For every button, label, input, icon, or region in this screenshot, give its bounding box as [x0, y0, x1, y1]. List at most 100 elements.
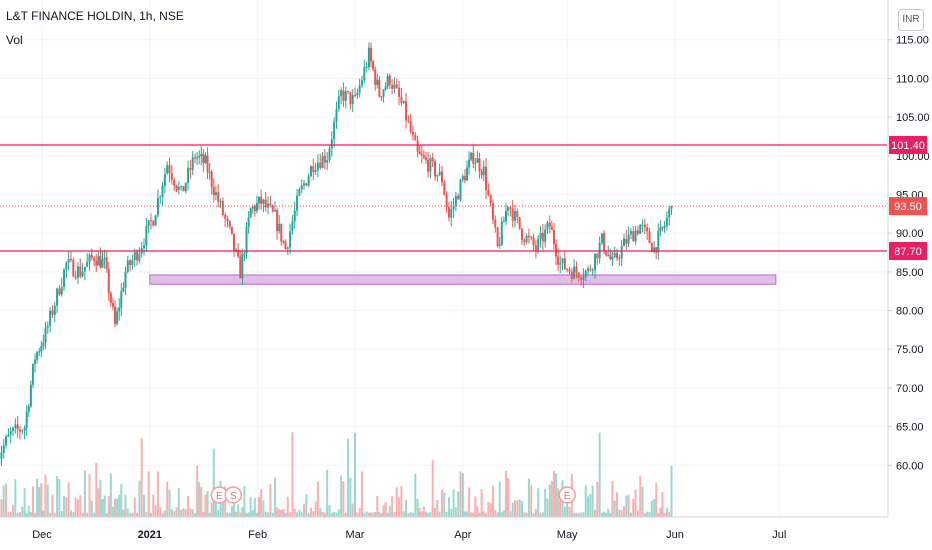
candle-body[interactable] — [409, 121, 412, 133]
candle-body[interactable] — [476, 158, 479, 163]
candle-body[interactable] — [111, 303, 114, 308]
candle-body[interactable] — [552, 229, 555, 245]
candle-body[interactable] — [625, 238, 628, 244]
candle-body[interactable] — [303, 183, 306, 186]
candle-body[interactable] — [391, 84, 394, 89]
candle-body[interactable] — [594, 253, 597, 270]
candle-body[interactable] — [445, 195, 448, 208]
candle-body[interactable] — [46, 325, 49, 328]
candle-body[interactable] — [25, 411, 28, 428]
candles-layer[interactable] — [0, 42, 673, 471]
hline-price-label[interactable]: 87.70 — [894, 246, 922, 258]
candle-body[interactable] — [573, 266, 576, 279]
candle-body[interactable] — [550, 226, 553, 230]
candle-body[interactable] — [282, 241, 285, 243]
candle-body[interactable] — [159, 196, 162, 198]
candle-body[interactable] — [335, 109, 338, 122]
candle-body[interactable] — [305, 183, 308, 186]
candle-body[interactable] — [163, 173, 166, 186]
candle-body[interactable] — [38, 351, 41, 353]
candle-body[interactable] — [356, 92, 359, 96]
candle-body[interactable] — [347, 91, 350, 93]
candle-body[interactable] — [582, 277, 585, 280]
candle-body[interactable] — [161, 185, 164, 197]
candle-body[interactable] — [286, 247, 289, 249]
candle-body[interactable] — [657, 231, 660, 253]
candle-body[interactable] — [237, 249, 240, 257]
candle-body[interactable] — [274, 210, 277, 212]
candle-body[interactable] — [518, 217, 521, 229]
candle-body[interactable] — [88, 254, 91, 262]
candle-body[interactable] — [632, 231, 635, 242]
candle-body[interactable] — [114, 307, 117, 324]
candle-body[interactable] — [264, 199, 267, 208]
candle-body[interactable] — [429, 158, 432, 172]
candle-body[interactable] — [60, 286, 63, 295]
candle-body[interactable] — [424, 157, 427, 160]
candle-body[interactable] — [170, 173, 173, 180]
candle-body[interactable] — [228, 221, 231, 227]
candle-body[interactable] — [472, 152, 475, 164]
candle-body[interactable] — [93, 257, 96, 262]
candle-body[interactable] — [173, 179, 176, 186]
support-zone-rect[interactable] — [149, 274, 777, 285]
candle-body[interactable] — [398, 87, 401, 97]
candle-body[interactable] — [378, 79, 381, 97]
candle-body[interactable] — [514, 211, 517, 221]
candle-body[interactable] — [358, 85, 361, 93]
candle-body[interactable] — [309, 166, 312, 177]
candle-body[interactable] — [175, 185, 178, 190]
candle-body[interactable] — [44, 327, 47, 343]
candle-body[interactable] — [149, 220, 152, 222]
candle-body[interactable] — [622, 238, 625, 247]
candle-body[interactable] — [520, 228, 523, 241]
candle-body[interactable] — [646, 227, 649, 232]
candle-body[interactable] — [431, 158, 434, 162]
candle-body[interactable] — [534, 245, 537, 251]
candle-body[interactable] — [470, 152, 473, 160]
candle-body[interactable] — [314, 170, 317, 173]
candle-body[interactable] — [224, 214, 227, 219]
candle-body[interactable] — [74, 276, 77, 278]
candle-body[interactable] — [214, 192, 217, 196]
candle-body[interactable] — [434, 161, 437, 177]
candle-body[interactable] — [611, 257, 614, 260]
candle-body[interactable] — [463, 176, 466, 181]
candle-body[interactable] — [400, 96, 403, 103]
candle-body[interactable] — [609, 254, 612, 260]
candle-body[interactable] — [247, 217, 250, 227]
candle-body[interactable] — [326, 160, 329, 163]
candle-body[interactable] — [126, 260, 129, 272]
candle-body[interactable] — [541, 232, 544, 242]
candle-body[interactable] — [267, 203, 270, 208]
candle-body[interactable] — [380, 96, 383, 98]
candle-body[interactable] — [577, 272, 580, 279]
candle-body[interactable] — [546, 222, 549, 230]
candle-body[interactable] — [530, 237, 533, 239]
candle-body[interactable] — [300, 185, 303, 190]
candle-body[interactable] — [14, 424, 17, 428]
candle-body[interactable] — [95, 261, 98, 266]
candle-body[interactable] — [489, 195, 492, 204]
candle-body[interactable] — [152, 221, 155, 226]
candle-body[interactable] — [255, 203, 258, 212]
candle-body[interactable] — [107, 268, 110, 294]
candle-body[interactable] — [289, 231, 292, 248]
candle-body[interactable] — [293, 210, 296, 222]
candle-body[interactable] — [276, 210, 279, 232]
event-marker[interactable] — [558, 486, 576, 504]
candle-body[interactable] — [557, 256, 560, 265]
candle-body[interactable] — [568, 269, 571, 272]
candle-body[interactable] — [580, 278, 583, 280]
candle-body[interactable] — [230, 226, 233, 234]
candle-body[interactable] — [202, 153, 205, 164]
candle-body[interactable] — [566, 269, 569, 271]
support-zone-layer[interactable] — [149, 274, 777, 285]
candle-body[interactable] — [367, 47, 370, 68]
candle-body[interactable] — [600, 233, 603, 243]
event-marker[interactable] — [224, 486, 243, 504]
candle-body[interactable] — [245, 226, 248, 254]
candle-body[interactable] — [312, 166, 315, 173]
candle-body[interactable] — [650, 243, 653, 252]
